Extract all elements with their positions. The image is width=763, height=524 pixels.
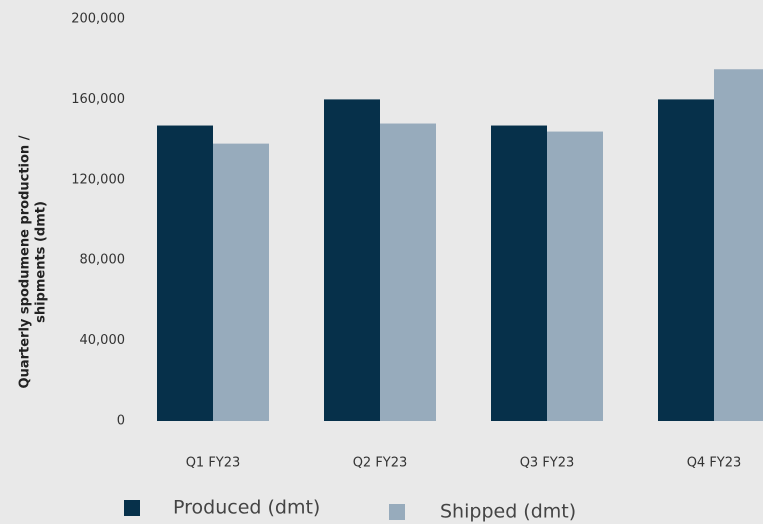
legend-label: Shipped (dmt) [440,501,576,523]
x-tick-label: Q3 FY23 [520,456,575,471]
bar [491,125,547,421]
bar [547,131,603,421]
bar [658,99,714,422]
y-tick-label: 80,000 [80,253,126,268]
legend-swatch [389,504,405,520]
y-tick-label: 160,000 [71,92,125,107]
bar [324,99,380,422]
y-tick-label: 120,000 [71,172,125,187]
y-axis-title-line: shipments (dmt) [34,201,49,323]
y-axis-title: Quarterly spodumene production / shipmen… [18,135,49,388]
x-tick-label: Q1 FY23 [186,456,241,471]
bar [213,143,269,421]
x-tick-label: Q2 FY23 [353,456,408,471]
bar [380,123,436,422]
y-axis-title-line: Quarterly spodumene production / [18,135,33,388]
bar [714,69,763,421]
legend-label: Produced (dmt) [173,497,320,519]
y-tick-label: 200,000 [71,12,125,27]
y-tick-label: 40,000 [80,333,126,348]
legend-swatch [124,500,140,516]
x-tick-label: Q4 FY23 [687,456,742,471]
y-tick-label: 0 [117,414,125,429]
bar [157,125,213,421]
